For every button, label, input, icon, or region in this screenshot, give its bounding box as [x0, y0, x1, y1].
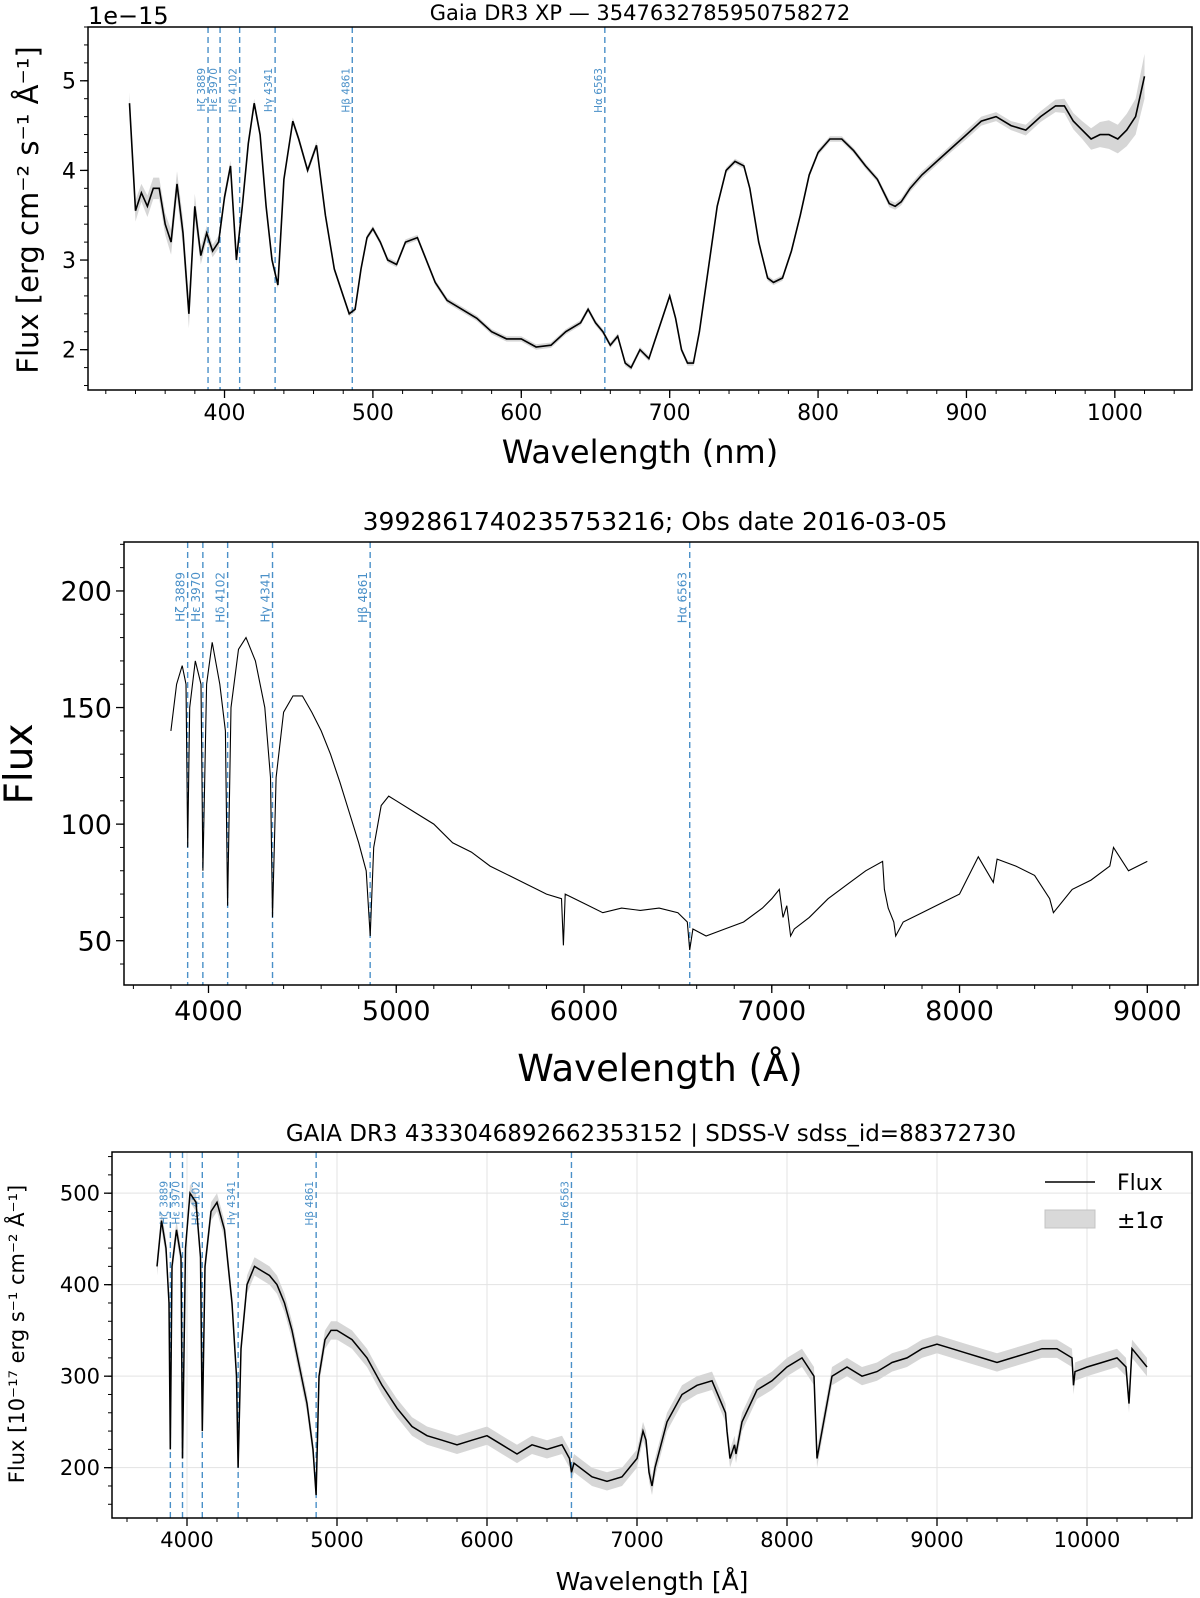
panel2-spectrum-line: [170, 636, 1148, 951]
y-tick-label-3: 5: [62, 70, 76, 95]
x-tick-label-3: 7000: [737, 996, 806, 1027]
panel3-plot-frame: [111, 1151, 1193, 1519]
balmer-label-0: Hζ 3889: [158, 1181, 170, 1225]
legend-sigma-label: ±1σ: [1117, 1209, 1163, 1234]
x-tick-label-4: 8000: [925, 996, 994, 1027]
panel1-y-axis-label: Flux [erg cm⁻² s⁻¹ Å⁻¹]: [11, 46, 45, 373]
panel3-spectrum-line: [156, 1190, 1148, 1496]
balmer-label-5: Hα 6563: [676, 572, 690, 623]
panel1-title: Gaia DR3 XP — 3547632785950758272: [430, 1, 851, 25]
panel2-balmer-lines: Hζ 3889 Hε 3970 Hδ 4102 Hγ 4341 Hβ 4861 Hα 65…: [174, 542, 691, 985]
x-tick-label-6: 1000: [1087, 401, 1143, 426]
panel2-x-axis-label: Wavelength (Å): [517, 1046, 802, 1090]
x-tick-label-2: 6000: [550, 996, 619, 1027]
balmer-label-2: Hδ 4102: [214, 572, 228, 623]
balmer-label-1: Hε 3970: [189, 572, 203, 622]
panel-spectrum-2016: 3992861740235753216; Obs date 2016-03-05…: [0, 507, 1199, 1090]
y-tick-label-1: 100: [60, 810, 112, 841]
panel2-title: 3992861740235753216; Obs date 2016-03-05: [363, 507, 948, 536]
balmer-label-4: Hβ 4861: [304, 1181, 316, 1226]
y-tick-label-3: 500: [60, 1182, 100, 1206]
y-tick-label-0: 50: [78, 926, 112, 957]
x-tick-label-5: 9000: [910, 1528, 963, 1552]
balmer-label-4: Hβ 4861: [356, 572, 370, 623]
x-tick-label-1: 5000: [362, 996, 431, 1027]
x-tick-label-0: 400: [204, 401, 246, 426]
y-tick-label-2: 4: [62, 159, 76, 184]
balmer-label-4: Hβ 4861: [340, 68, 352, 113]
panel1-y-offset-label: 1e−15: [88, 2, 169, 30]
panel-sdss-v: GAIA DR3 4333046892662353152 | SDSS-V sd…: [3, 1121, 1193, 1596]
panel-gaia-xp: Gaia DR3 XP — 3547632785950758272 1e−15 …: [11, 1, 1193, 471]
panel1-spectrum-line: [128, 76, 1146, 369]
x-tick-label-0: 4000: [174, 996, 243, 1027]
x-tick-label-5: 900: [945, 401, 987, 426]
balmer-label-3: Hγ 4341: [263, 68, 275, 112]
panel1-x-axis-label: Wavelength (nm): [502, 433, 778, 471]
panel1-balmer-lines: Hζ 3889 Hε 3970 Hδ 4102 Hγ 4341 Hβ 4861 Hα 65…: [196, 27, 606, 390]
panel2-y-axis-label: Flux: [0, 723, 42, 804]
y-tick-label-1: 300: [60, 1365, 100, 1389]
panel3-title: GAIA DR3 4333046892662353152 | SDSS-V sd…: [286, 1121, 1016, 1147]
balmer-label-3: Hγ 4341: [259, 572, 273, 622]
x-tick-label-6: 10000: [1054, 1528, 1121, 1552]
y-tick-label-0: 200: [60, 1456, 100, 1480]
balmer-label-0: Hζ 3889: [174, 572, 188, 622]
x-tick-label-1: 5000: [310, 1528, 363, 1552]
panel2-plot-frame: [123, 541, 1199, 986]
x-tick-label-5: 9000: [1113, 996, 1182, 1027]
panel3-legend: Flux ±1σ: [1044, 1171, 1163, 1234]
balmer-label-3: Hγ 4341: [226, 1181, 238, 1225]
x-tick-label-2: 600: [500, 401, 542, 426]
y-tick-label-1: 3: [62, 249, 76, 274]
sigma-band: [157, 1184, 1147, 1505]
x-tick-label-4: 800: [797, 401, 839, 426]
balmer-label-1: Hε 3970: [208, 68, 220, 112]
y-tick-label-2: 400: [60, 1273, 100, 1297]
x-tick-label-3: 7000: [610, 1528, 663, 1552]
legend-flux-label: Flux: [1117, 1171, 1163, 1196]
panel1-ticks: 400 500 600 700 800 900 1000 2 3 4 5: [62, 26, 1175, 426]
y-tick-label-3: 200: [60, 577, 112, 608]
panel3-x-axis-label: Wavelength [Å]: [556, 1567, 749, 1596]
balmer-label-0: Hζ 3889: [196, 68, 208, 112]
x-tick-label-2: 6000: [460, 1528, 513, 1552]
panel3-grid: [112, 1152, 1192, 1518]
legend-sigma-swatch: [1044, 1209, 1096, 1229]
x-tick-label-4: 8000: [760, 1528, 813, 1552]
panel1-plot-frame: [87, 26, 1193, 391]
x-tick-label-3: 700: [649, 401, 691, 426]
balmer-label-1: Hε 3970: [171, 1181, 183, 1225]
balmer-label-5: Hα 6563: [559, 1181, 571, 1226]
x-tick-label-0: 4000: [160, 1528, 213, 1552]
x-tick-label-1: 500: [352, 401, 394, 426]
y-tick-label-2: 150: [60, 693, 112, 724]
panel3-y-axis-label: Flux [10⁻¹⁷ erg s⁻¹ cm⁻² Å⁻¹]: [3, 1185, 29, 1483]
y-tick-label-0: 2: [62, 339, 76, 364]
panel3-error-band: [157, 1184, 1147, 1505]
balmer-label-2: Hδ 4102: [228, 68, 240, 112]
balmer-label-5: Hα 6563: [593, 68, 605, 113]
